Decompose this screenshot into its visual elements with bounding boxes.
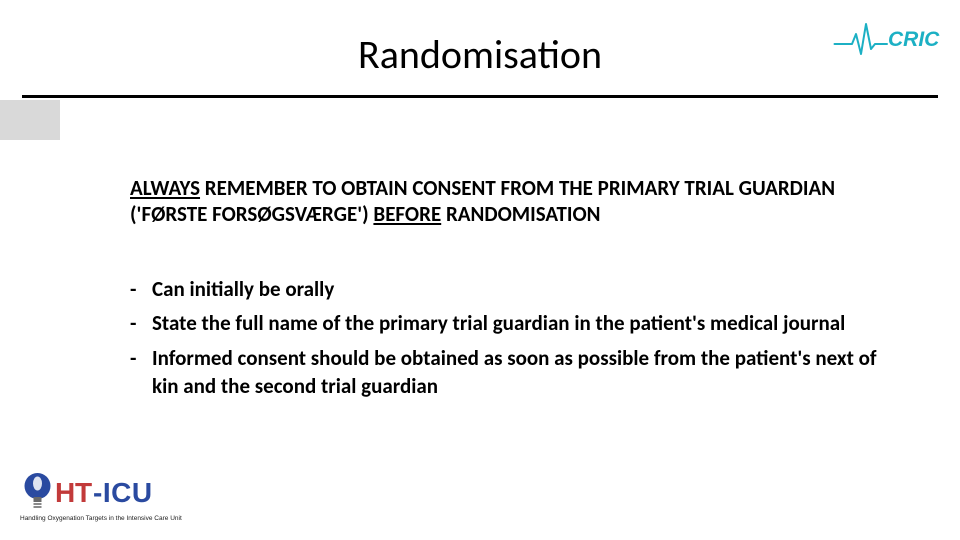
slide: Randomisation CRIC ALWAYS REMEMBER TO OB… [0,0,960,540]
page-title: Randomisation [0,30,960,79]
bullet-dash-icon: - [130,309,152,337]
consent-heading: ALWAYS REMEMBER TO OBTAIN CONSENT FROM T… [130,175,870,228]
bullet-list: - Can initially be orally - State the fu… [130,275,890,406]
bullet-dash-icon: - [130,275,152,303]
bullet-text: Informed consent should be obtained as s… [152,344,890,401]
bullet-text: Can initially be orally [152,275,890,303]
hoticu-subtitle: Handling Oxygenation Targets in the Inte… [20,515,182,522]
list-item: - State the full name of the primary tri… [130,309,890,337]
consent-always: ALWAYS [130,175,200,201]
bullet-dash-icon: - [130,344,152,401]
cric-text: CRIC [888,28,940,51]
title-divider [22,95,938,98]
hoticu-icu: -ICU [93,477,153,508]
consent-mid2: RANDOMISATION [441,201,600,227]
hoticu-t: T [75,477,93,508]
bulb-icon [25,473,51,508]
hot-icu-logo: H T -ICU Handling Oxygenation Targets in… [10,460,210,530]
list-item: - Can initially be orally [130,275,890,303]
heartbeat-icon [835,24,888,54]
consent-before: BEFORE [373,201,441,227]
hoticu-h: H [55,477,75,508]
cric-logo: CRIC [832,14,942,68]
side-accent-bar [0,100,60,140]
list-item: - Informed consent should be obtained as… [130,344,890,401]
bullet-text: State the full name of the primary trial… [152,309,890,337]
